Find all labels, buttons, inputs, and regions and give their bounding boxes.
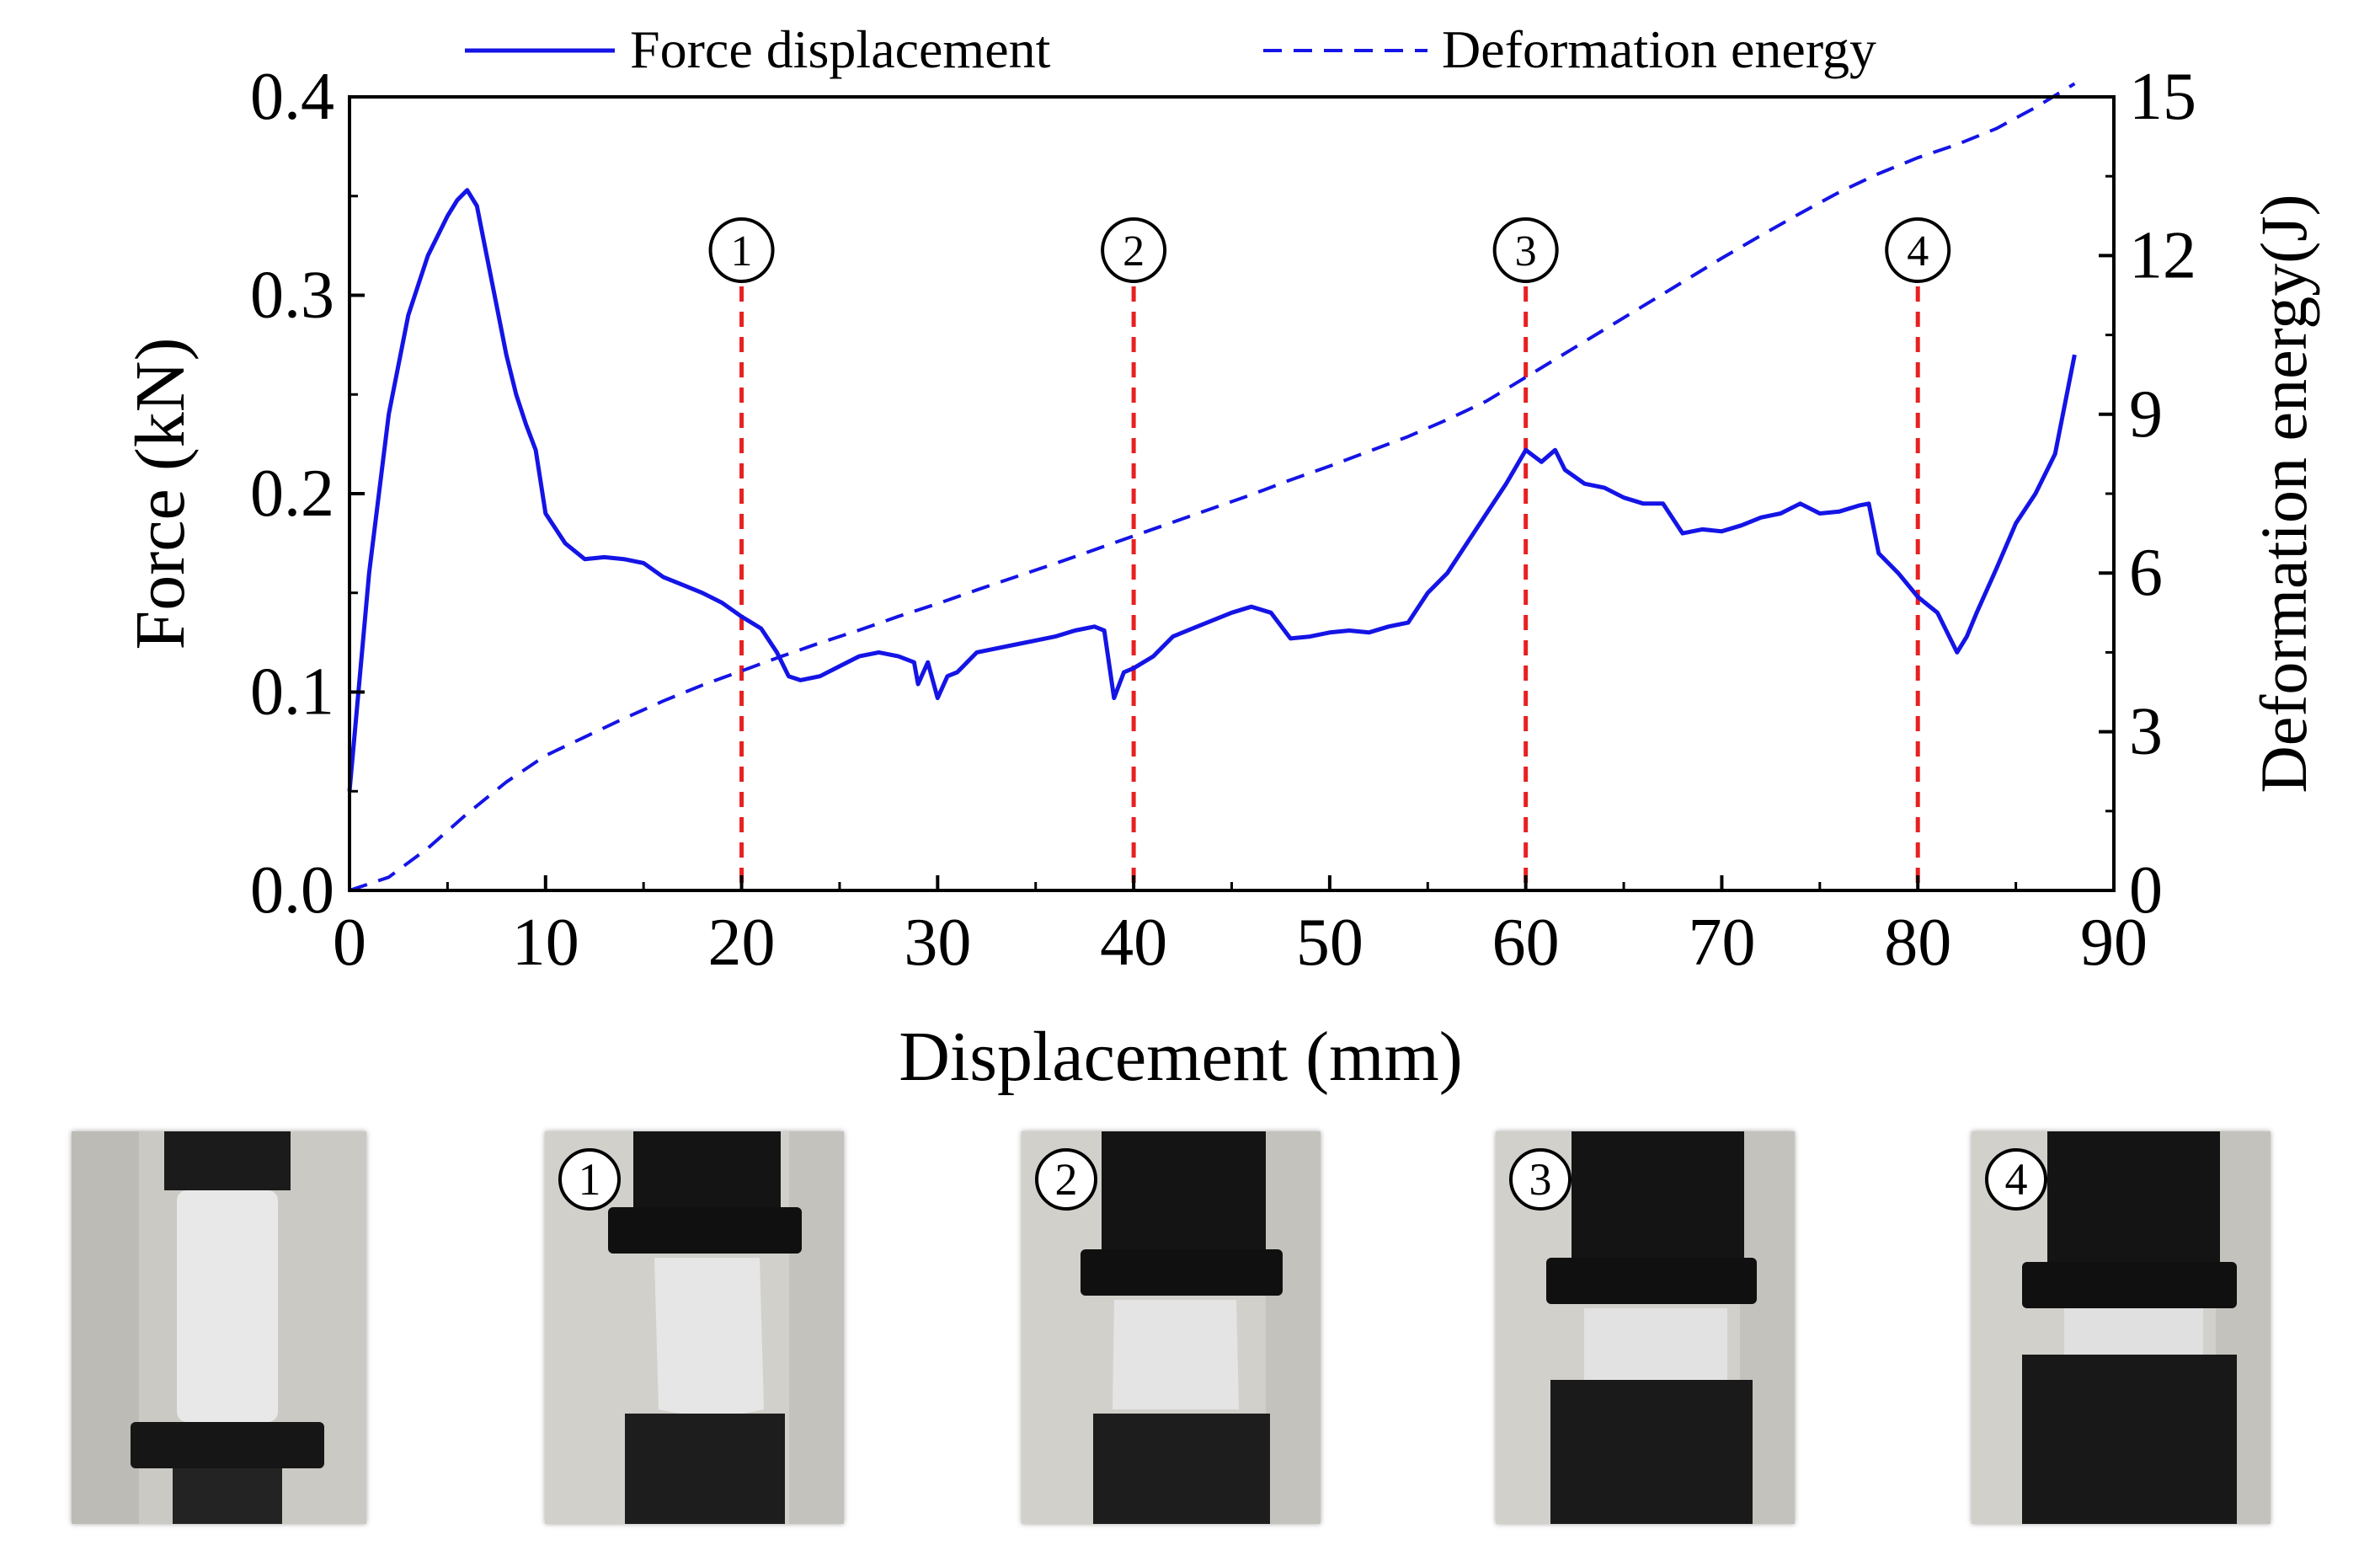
- stage-marker-circle: [1492, 217, 1559, 283]
- y-right-tick-label: 9: [2129, 377, 2163, 452]
- x-tick-label: 60: [1492, 906, 1560, 980]
- legend-label-energy: Deformation energy: [1442, 19, 1876, 79]
- photo-initial-image: [72, 1131, 366, 1524]
- photo-stage-3-image: [1496, 1131, 1795, 1524]
- y-right-tick-label: 15: [2129, 60, 2196, 134]
- photo-badge-3: 3: [1509, 1148, 1572, 1211]
- photo-stage-1-image: [545, 1131, 844, 1524]
- y-left-tick-label: 0.4: [250, 60, 334, 134]
- x-tick-label: 50: [1296, 906, 1363, 980]
- photo-stage-2: 2: [1022, 1131, 1321, 1524]
- photo-badge-4: 4: [1985, 1148, 2047, 1211]
- stage-marker-circle: [708, 217, 775, 283]
- stage-marker-label: 4: [1907, 227, 1929, 275]
- y-axis-right-label: Deformation energy(J): [2247, 194, 2320, 793]
- x-tick-label: 0: [333, 906, 366, 980]
- x-axis-label: Displacement (mm): [899, 1018, 1462, 1095]
- y-left-tick-label: 0.1: [250, 655, 334, 730]
- x-tick-label: 30: [904, 906, 971, 980]
- photo-badge-1: 1: [558, 1148, 621, 1211]
- series-line-deformation-energy: [349, 82, 2076, 892]
- axes: [348, 95, 2116, 892]
- y-right-tick-label: 6: [2129, 536, 2163, 610]
- stage-marker-label: 2: [1123, 227, 1145, 275]
- photo-badge-2: 2: [1035, 1148, 1097, 1211]
- y-right-tick-label: 12: [2129, 218, 2196, 292]
- photo-stage-3: 3: [1496, 1131, 1795, 1524]
- stage-marker-circle: [1101, 217, 1167, 283]
- y-right-tick-label: 3: [2129, 695, 2163, 769]
- x-tick-label: 80: [1884, 906, 1951, 980]
- plot-frame: [348, 95, 2116, 892]
- photo-initial: [72, 1131, 366, 1524]
- x-tick-label: 90: [2080, 906, 2148, 980]
- series-line-force-displacement: [347, 188, 2077, 792]
- x-tick-label: 10: [512, 906, 579, 980]
- stage-markers: 1 2 3 4: [708, 217, 1951, 890]
- series-group: [347, 82, 2077, 892]
- legend-label-force: Force displacement: [630, 19, 1051, 79]
- x-tick-label: 20: [708, 906, 776, 980]
- y-left-tick-label: 0.0: [250, 853, 334, 928]
- stage-marker-label: 1: [731, 227, 753, 275]
- legend: Force displacement Deformation energy: [465, 19, 1876, 79]
- x-tick-label: 70: [1688, 906, 1755, 980]
- x-tick-label: 40: [1100, 906, 1167, 980]
- photo-stage-4: 4: [1972, 1131, 2271, 1524]
- y-left-tick-label: 0.2: [250, 457, 334, 531]
- y-left-tick-label: 0.3: [250, 259, 334, 333]
- stage-marker-circle: [1885, 217, 1951, 283]
- stage-marker-label: 3: [1515, 227, 1537, 275]
- ticks: 0 10 20 30 40 50 60 70 80 900.00.10.20.30.4036912…: [250, 60, 2196, 980]
- photo-stage-1: 1: [545, 1131, 844, 1524]
- y-axis-left-label: Force (kN): [121, 338, 200, 650]
- y-right-tick-label: 0: [2129, 853, 2163, 928]
